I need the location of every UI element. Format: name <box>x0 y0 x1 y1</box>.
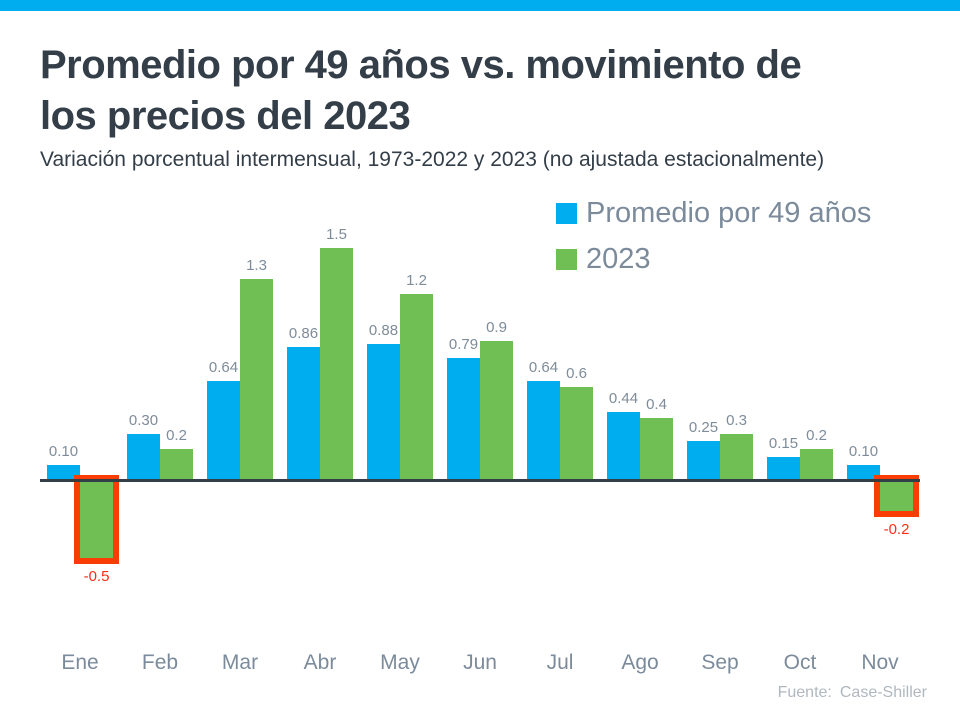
month-label-ene: Ene <box>61 651 99 674</box>
bar-2023-jun <box>480 340 513 480</box>
legend-label-promedio-49-anos: Promedio por 49 años <box>586 197 872 229</box>
bar-value-label-promedio-49-anos-ago: 0.44 <box>608 389 639 407</box>
bar-promedio-49-anos-ago <box>607 411 640 480</box>
bar-2023-abr <box>320 247 353 480</box>
bar-value-label-2023-oct: 0.2 <box>806 427 827 444</box>
bar-promedio-49-anos-ene <box>47 464 80 480</box>
bar-value-label-2023-ago: 0.4 <box>646 396 667 413</box>
bar-promedio-49-anos-mar <box>207 380 240 480</box>
bar-2023-may <box>400 294 433 480</box>
month-label-abr: Abr <box>303 651 337 674</box>
legend-label-2023: 2023 <box>586 243 651 275</box>
month-label-mar: Mar <box>221 651 259 674</box>
source-label: Fuente: <box>777 684 832 701</box>
bar-promedio-49-anos-sep <box>687 441 720 480</box>
bar-2023-ago <box>640 418 673 480</box>
bar-2023-sep <box>720 433 753 480</box>
bar-value-label-2023-nov: -0.2 <box>883 521 910 538</box>
bar-value-label-2023-jul: 0.6 <box>566 365 587 382</box>
bar-value-label-2023-ene: -0.5 <box>83 567 110 585</box>
bar-value-label-promedio-49-anos-abr: 0.86 <box>288 324 319 342</box>
month-label-jul: Jul <box>546 651 574 674</box>
bar-promedio-49-anos-jul <box>527 380 560 480</box>
bar-promedio-49-anos-abr <box>287 346 320 480</box>
bar-value-label-promedio-49-anos-nov: 0.10 <box>848 442 879 460</box>
page-title-line1: Promedio por 49 años vs. movimiento de <box>40 43 802 87</box>
bar-value-label-2023-sep: 0.3 <box>726 411 747 429</box>
bar-value-label-promedio-49-anos-may: 0.88 <box>368 321 399 339</box>
bar-2023-mar <box>240 278 273 480</box>
bar-value-label-2023-abr: 1.5 <box>326 225 347 243</box>
legend-item-promedio-49-anos: Promedio por 49 años <box>556 197 871 230</box>
bar-value-label-promedio-49-anos-feb: 0.30 <box>128 411 159 429</box>
bar-value-label-promedio-49-anos-oct: 0.15 <box>768 434 799 452</box>
month-label-oct: Oct <box>783 651 817 674</box>
bar-promedio-49-anos-nov <box>847 464 880 480</box>
bar-2023-oct <box>800 449 833 480</box>
2023-swatch-icon <box>556 249 577 270</box>
chart-legend: Promedio por 49 años 2023 <box>556 197 871 276</box>
month-label-nov: Nov <box>861 651 899 674</box>
bar-2023-feb <box>160 449 193 480</box>
page-title-line2: los precios del 2023 <box>40 94 411 138</box>
bar-promedio-49-anos-feb <box>127 433 160 480</box>
month-label-jun: Jun <box>463 651 497 674</box>
bar-value-label-promedio-49-anos-mar: 0.64 <box>208 358 239 376</box>
month-label-ago: Ago <box>621 651 659 674</box>
bar-2023-nov <box>880 480 913 511</box>
bar-promedio-49-anos-oct <box>767 456 800 480</box>
bar-promedio-49-anos-may <box>367 343 400 480</box>
source-value: Case-Shiller <box>839 684 927 701</box>
negative-highlight-box-nov <box>874 475 919 517</box>
bar-value-label-promedio-49-anos-jul: 0.64 <box>528 358 559 376</box>
bar-value-label-promedio-49-anos-sep: 0.25 <box>688 419 719 437</box>
month-label-may: May <box>380 651 420 674</box>
month-label-feb: Feb <box>141 651 179 674</box>
bar-value-label-2023-mar: 1.3 <box>246 256 267 274</box>
legend-item-2023: 2023 <box>556 243 871 276</box>
page-title: Promedio por 49 años vs. movimiento de l… <box>40 40 920 142</box>
x-axis-labels: Ene Feb Mar Abr May Jun Jul Ago Sep Oct Nov <box>40 651 920 677</box>
bar-chart: 0.10 -0.5 0.30 0.2 0.64 1.3 0.86 1.5 0.88 1.2 0.79… <box>40 227 920 585</box>
bar-value-label-promedio-49-anos-ene: 0.10 <box>48 442 79 460</box>
bar-promedio-49-anos-jun <box>447 357 480 480</box>
bar-value-label-promedio-49-anos-jun: 0.79 <box>448 335 479 353</box>
page-subtitle: Variación porcentual intermensual, 1973-… <box>40 148 825 171</box>
month-label-sep: Sep <box>701 651 739 674</box>
bar-value-label-2023-may: 1.2 <box>406 272 427 289</box>
top-accent-bar <box>0 0 960 11</box>
x-axis-line <box>40 479 920 482</box>
negative-highlight-box-ene <box>74 475 119 564</box>
source-attribution: Fuente: Case-Shiller <box>778 684 927 702</box>
bar-2023-jul <box>560 387 593 480</box>
bar-value-label-2023-jun: 0.9 <box>486 318 507 336</box>
bar-2023-ene <box>80 480 113 558</box>
bar-value-label-2023-feb: 0.2 <box>166 427 187 444</box>
promedio-49-anos-swatch-icon <box>556 203 577 224</box>
